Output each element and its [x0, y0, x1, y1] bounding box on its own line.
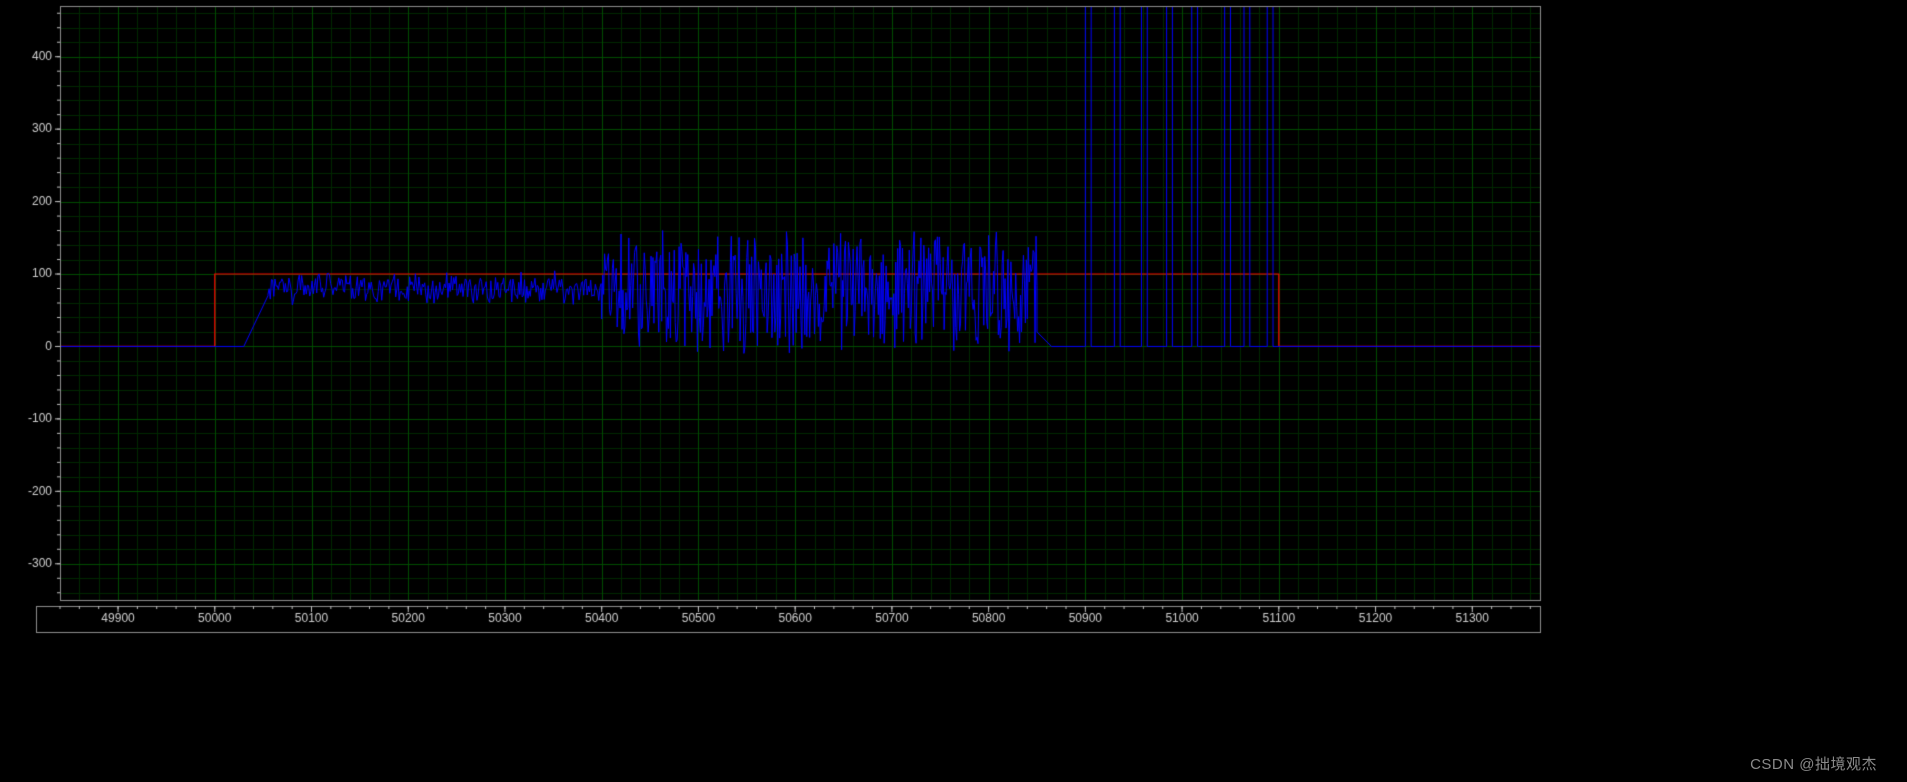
chart-container: CSDN @拙境观杰 [0, 0, 1907, 782]
signal-plot [0, 0, 1907, 782]
watermark-text: CSDN @拙境观杰 [1750, 753, 1877, 774]
